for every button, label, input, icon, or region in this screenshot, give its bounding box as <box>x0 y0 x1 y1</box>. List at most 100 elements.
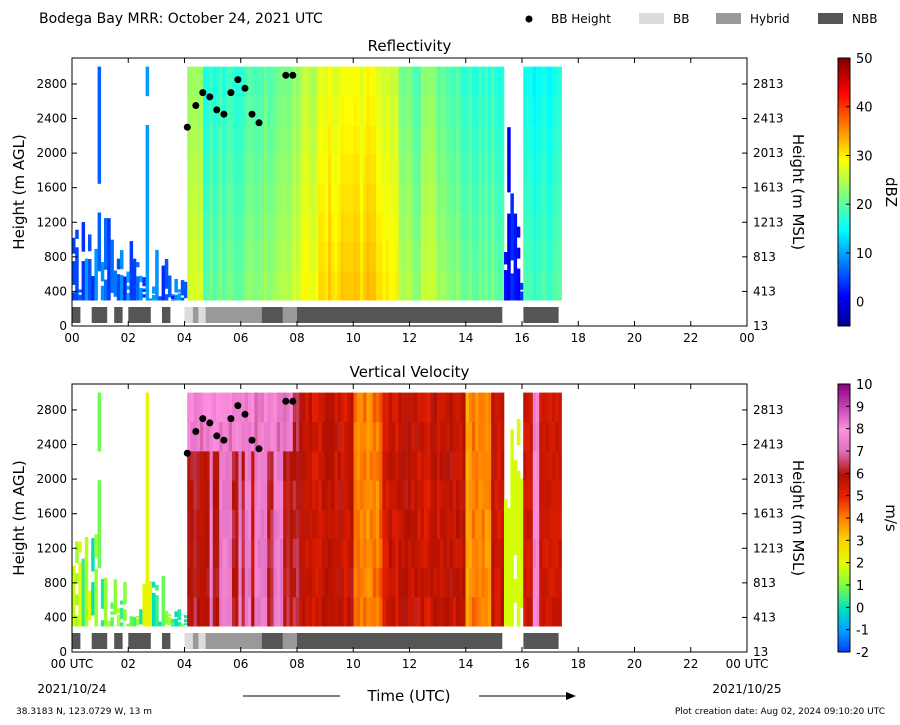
heatmap-cell <box>251 421 255 452</box>
bb-type-segment-bb <box>184 633 193 649</box>
heatmap-cell <box>136 618 140 621</box>
heatmap-cell <box>132 289 137 296</box>
x-tick-label: 20 <box>627 331 642 345</box>
heatmap-cell <box>465 509 470 539</box>
end-date-label: 2021/10/25 <box>712 682 781 696</box>
heatmap-cell <box>497 538 502 569</box>
heatmap-cell <box>510 454 514 480</box>
heatmap-cell <box>216 509 220 539</box>
heatmap-cell <box>139 294 143 298</box>
bb-height-point <box>234 76 242 84</box>
heatmap-cell <box>385 480 390 510</box>
heatmap-cell <box>532 480 537 510</box>
heatmap-cell <box>222 451 226 481</box>
heatmap-cell <box>110 269 114 278</box>
heatmap-cell <box>196 183 201 213</box>
heatmap-cell <box>555 596 559 627</box>
heatmap-cell <box>219 451 223 481</box>
heatmap-cell <box>264 212 268 243</box>
heatmap-cell <box>308 66 313 97</box>
heatmap-cell <box>292 241 297 272</box>
heatmap-cell <box>488 212 492 243</box>
heatmap-cell <box>427 66 431 97</box>
heatmap-cell <box>478 154 482 184</box>
heatmap-cell <box>206 567 210 598</box>
heatmap-cell <box>225 241 230 272</box>
heatmap-cell <box>209 567 214 598</box>
heatmap-cell <box>449 183 454 213</box>
heatmap-cell <box>88 602 92 609</box>
heatmap-cell <box>302 125 306 155</box>
heatmap-cell <box>449 95 454 126</box>
heatmap-cell <box>459 509 463 539</box>
colorbar-tick-label: -2 <box>856 646 869 661</box>
heatmap-cell <box>363 270 367 301</box>
heatmap-cell <box>273 538 278 569</box>
heatmap-cell <box>235 538 239 569</box>
heatmap-cell <box>312 451 316 481</box>
heatmap-cell <box>113 274 118 279</box>
heatmap-cell <box>542 567 546 598</box>
heatmap-cell <box>260 125 265 155</box>
heatmap-cell <box>420 451 425 481</box>
heatmap-cell <box>228 66 233 97</box>
heatmap-cell <box>552 183 556 213</box>
heatmap-cell <box>302 212 306 243</box>
heatmap-cell <box>356 270 361 301</box>
heatmap-cell <box>174 289 178 293</box>
heatmap-cell <box>494 392 498 423</box>
heatmap-cell <box>449 66 454 97</box>
heatmap-cell <box>350 421 354 452</box>
heatmap-cell <box>459 212 463 243</box>
heatmap-cell <box>510 273 514 288</box>
heatmap-cell <box>318 480 322 510</box>
heatmap-cell <box>312 183 316 213</box>
heatmap-cell <box>289 596 294 627</box>
heatmap-cell <box>401 95 406 126</box>
heatmap-cell <box>539 125 543 155</box>
heatmap-cell <box>283 509 287 539</box>
heatmap-cell <box>539 538 543 569</box>
heatmap-cell <box>408 567 412 598</box>
heatmap-cell <box>539 95 543 126</box>
x-tick-label: 02 <box>121 657 136 671</box>
heatmap-cell <box>392 538 396 569</box>
heatmap-cell <box>75 247 79 257</box>
heatmap-cell <box>280 392 284 423</box>
heatmap-cell <box>507 552 511 568</box>
heatmap-cell <box>385 538 390 569</box>
heatmap-cell <box>260 451 265 481</box>
heatmap-cell <box>552 392 556 423</box>
heatmap-cell <box>190 538 194 569</box>
heatmap-cell <box>321 392 326 423</box>
heatmap-cell <box>395 66 399 97</box>
heatmap-cell <box>427 154 431 184</box>
heatmap-cell <box>523 567 527 598</box>
heatmap-cell <box>366 241 370 272</box>
heatmap-cell <box>513 213 518 225</box>
heatmap-cell <box>299 509 303 539</box>
heatmap-cell <box>472 270 476 301</box>
heatmap-cell <box>280 480 284 510</box>
heatmap-cell <box>513 531 518 556</box>
heatmap-cell <box>468 421 473 452</box>
heatmap-cell <box>526 241 530 272</box>
heatmap-cell <box>414 480 418 510</box>
x-tick-label: 16 <box>514 657 529 671</box>
heatmap-cell <box>289 183 294 213</box>
heatmap-cell <box>276 95 281 126</box>
heatmap-cell <box>318 270 322 301</box>
heatmap-cell <box>184 615 188 617</box>
heatmap-cell <box>446 66 450 97</box>
heatmap-cell <box>395 421 399 452</box>
heatmap-cell <box>142 584 146 590</box>
heatmap-cell <box>225 451 230 481</box>
heatmap-cell <box>353 95 358 126</box>
heatmap-cell <box>129 621 134 623</box>
heatmap-cell <box>475 451 479 481</box>
heatmap-cell <box>312 421 316 452</box>
heatmap-cell <box>446 154 450 184</box>
heatmap-cell <box>209 66 214 97</box>
heatmap-cell <box>180 292 185 296</box>
heatmap-cell <box>475 596 479 627</box>
